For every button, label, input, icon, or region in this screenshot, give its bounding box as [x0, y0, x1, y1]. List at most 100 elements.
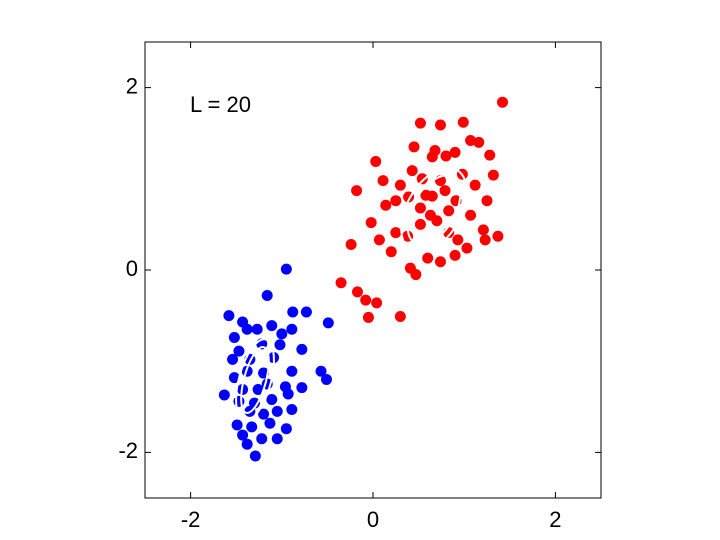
point	[440, 150, 452, 162]
point	[457, 116, 469, 128]
y-tick-label: 0	[126, 256, 138, 281]
x-tick-label: 2	[549, 507, 561, 532]
point	[385, 246, 397, 258]
point	[271, 405, 283, 417]
point	[465, 134, 477, 146]
point	[410, 269, 422, 281]
point	[233, 345, 245, 357]
point	[237, 429, 249, 441]
y-tick-label: -2	[118, 438, 138, 463]
point	[429, 145, 441, 157]
point	[373, 234, 385, 246]
point	[266, 320, 278, 332]
point	[223, 310, 235, 322]
point	[320, 373, 332, 385]
point	[261, 290, 273, 302]
point	[414, 117, 426, 129]
point	[465, 209, 477, 221]
contour	[235, 338, 275, 422]
point	[394, 311, 406, 323]
component-contours	[235, 166, 468, 422]
point	[408, 141, 420, 153]
point	[276, 328, 288, 340]
point	[286, 323, 298, 335]
point	[481, 195, 493, 207]
point	[439, 185, 451, 197]
point	[251, 323, 263, 335]
point	[406, 165, 418, 177]
point	[266, 394, 278, 406]
point	[282, 388, 294, 400]
point	[390, 227, 402, 239]
point	[246, 421, 258, 433]
point	[434, 119, 446, 131]
point	[360, 294, 372, 306]
point	[484, 149, 496, 161]
point	[380, 199, 392, 211]
annotation: L = 20	[190, 92, 251, 117]
point	[416, 173, 428, 185]
point	[351, 286, 363, 298]
points	[218, 96, 509, 462]
point	[461, 242, 473, 254]
point	[233, 395, 245, 407]
point	[228, 331, 240, 343]
point	[252, 383, 264, 395]
point	[479, 234, 491, 246]
point	[286, 404, 298, 416]
contour	[400, 166, 468, 254]
point	[443, 205, 455, 217]
point	[414, 218, 426, 230]
point	[249, 450, 261, 462]
point	[241, 438, 253, 450]
point	[274, 339, 286, 351]
contour	[406, 174, 462, 246]
point	[248, 397, 260, 409]
point	[286, 365, 298, 377]
point	[449, 146, 461, 158]
point	[315, 365, 327, 377]
point	[420, 189, 432, 201]
point	[477, 224, 489, 236]
point	[335, 277, 347, 289]
point	[264, 417, 276, 429]
point	[271, 433, 283, 445]
point	[351, 185, 363, 197]
point	[256, 433, 268, 445]
point	[452, 234, 464, 246]
point	[377, 175, 389, 187]
point	[228, 372, 240, 384]
point	[371, 297, 383, 309]
x-tick-label: -2	[181, 507, 201, 532]
point	[300, 306, 312, 318]
point	[422, 252, 434, 264]
point	[362, 311, 374, 323]
point	[296, 382, 308, 394]
point	[280, 263, 292, 275]
point	[473, 136, 485, 148]
x-tick-label: 0	[367, 507, 379, 532]
point	[497, 96, 509, 108]
point	[434, 256, 446, 268]
point	[492, 230, 504, 242]
contour	[240, 346, 270, 414]
point	[218, 389, 230, 401]
point	[424, 209, 436, 221]
point	[227, 353, 239, 365]
point	[487, 169, 499, 181]
point	[414, 202, 426, 214]
point	[322, 317, 334, 329]
point	[365, 217, 377, 229]
y-tick-label: 2	[126, 73, 138, 98]
point	[296, 343, 308, 355]
point	[469, 179, 481, 191]
point	[390, 195, 402, 207]
point	[394, 179, 406, 191]
point	[287, 306, 299, 318]
point	[370, 155, 382, 167]
point	[345, 238, 357, 250]
point	[231, 419, 243, 431]
